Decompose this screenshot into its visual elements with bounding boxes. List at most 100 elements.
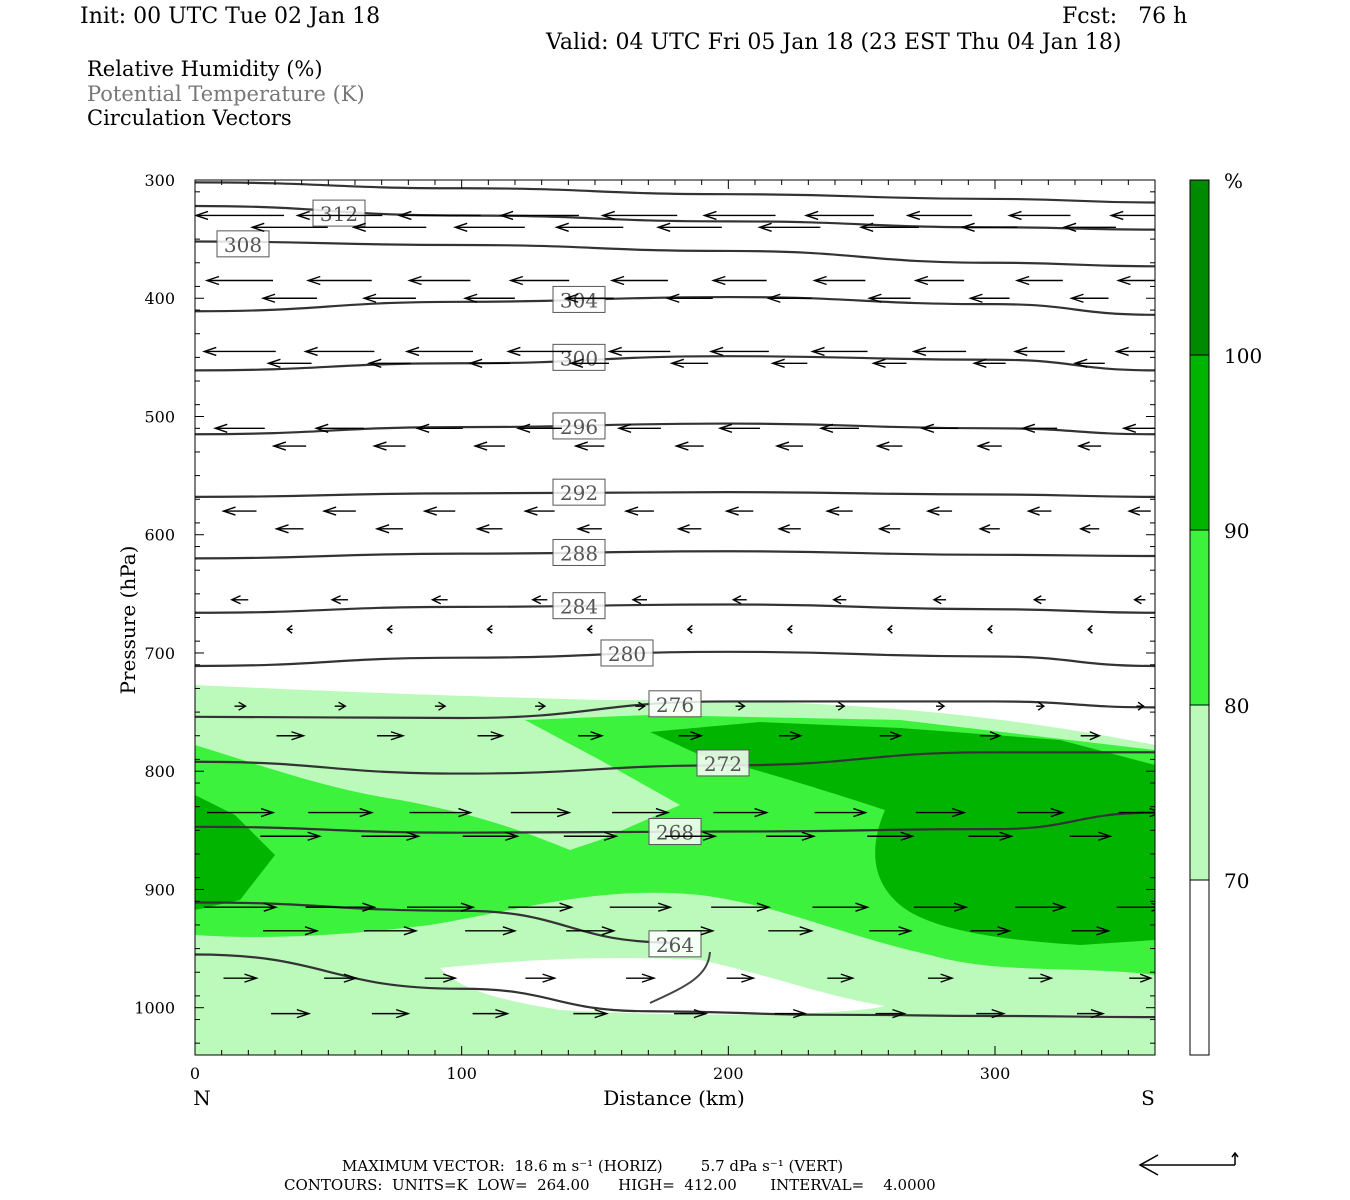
vector-arrowhead — [274, 524, 289, 534]
vector-arrowhead — [1032, 595, 1042, 605]
vector-arrowhead — [594, 1008, 609, 1019]
vector-arrowhead — [230, 595, 241, 605]
vector-arrowhead — [875, 441, 890, 451]
vector-arrowhead — [202, 346, 217, 357]
vector-arrowhead — [953, 902, 969, 912]
theta-contour-label: 288 — [552, 538, 606, 566]
vector-arrowhead — [976, 441, 990, 451]
rh-fill-90-left — [195, 795, 275, 910]
vector-arrowhead — [586, 624, 593, 634]
vector-arrowhead — [498, 210, 514, 221]
vector-arrowhead — [306, 275, 321, 286]
vector-arrowhead — [467, 358, 483, 368]
vector-arrowhead — [777, 524, 790, 534]
theta-contour-label: 276 — [648, 690, 702, 718]
vector-arrowhead — [989, 731, 1002, 741]
vector-arrowhead — [601, 926, 617, 936]
vector-arrowhead — [458, 807, 473, 818]
vector-arrowhead — [1127, 506, 1141, 516]
vector-arrowhead — [951, 807, 967, 818]
theta-contour-line — [195, 650, 1155, 668]
theta-contour-line — [195, 550, 1155, 560]
y-tick-label: 1000 — [134, 999, 175, 1018]
vector-arrowhead — [731, 595, 742, 605]
vector-arrowhead — [531, 595, 542, 605]
vector-arrowhead — [792, 1008, 808, 1019]
svg-text:312: 312 — [320, 202, 358, 226]
theta-contour-line — [195, 355, 1155, 372]
vector-arrowhead — [472, 441, 488, 451]
vector-arrowhead — [538, 701, 547, 711]
y-tick-label: 400 — [144, 289, 175, 308]
vector-arrowhead — [812, 275, 827, 286]
vector-arrowhead — [590, 731, 605, 741]
vector-arrowhead — [367, 358, 382, 368]
vector-arrowhead — [623, 506, 639, 516]
theta-contour-label: 268 — [648, 818, 702, 846]
vector-arrowhead — [603, 831, 619, 841]
vector-arrowhead — [655, 807, 671, 818]
vector-arrowhead — [430, 595, 442, 605]
vector-arrowhead — [840, 973, 855, 983]
vector-arrowhead — [1098, 831, 1113, 841]
vector-arrowhead — [573, 441, 588, 451]
vector-arrowhead — [221, 506, 236, 516]
vector-arrowhead — [386, 624, 393, 634]
vector-arrowhead — [658, 902, 673, 912]
vector-arrowhead — [858, 222, 874, 232]
vector-arrowhead — [1116, 275, 1131, 286]
theta-contour-label: 272 — [696, 749, 750, 777]
vector-arrowhead — [490, 731, 505, 741]
vector-arrowhead — [307, 831, 322, 841]
vector-arrowhead — [330, 595, 341, 605]
x-tick-label: 100 — [446, 1064, 477, 1083]
vector-arrowhead — [855, 902, 870, 912]
vector-arrowhead — [523, 506, 538, 516]
vector-arrowhead — [343, 973, 359, 983]
vector-arrowhead — [825, 506, 840, 516]
vector-arrowhead — [799, 926, 814, 936]
vector-arrowhead — [717, 423, 733, 433]
vector-arrowhead — [542, 973, 557, 983]
vector-arrowhead — [638, 701, 646, 711]
vector-arrowhead — [286, 624, 293, 634]
vector-arrowhead — [508, 275, 524, 286]
vector-arrowhead — [338, 701, 347, 711]
vector-arrowhead — [361, 293, 377, 303]
vector-arrowhead — [774, 441, 790, 451]
vector-arrowhead — [1090, 1008, 1106, 1019]
vector-arrowhead — [395, 1008, 411, 1019]
y-tick-label: 300 — [144, 171, 175, 190]
vector-arrowhead — [693, 1008, 709, 1019]
vector-arrowhead — [1133, 595, 1142, 605]
vector-arrowhead — [925, 506, 940, 516]
vector-arrowhead — [486, 624, 493, 634]
vector-arrowhead — [999, 831, 1014, 841]
vector-arrowhead — [1114, 346, 1129, 357]
vector-arrowhead — [559, 902, 574, 912]
vector-arrowhead — [932, 595, 942, 605]
x-tick-label: 300 — [980, 1064, 1011, 1083]
vector-arrowhead — [665, 293, 680, 303]
vector-arrowhead — [690, 731, 704, 741]
theta-contour-line — [195, 181, 1155, 204]
svg-text:264: 264 — [656, 933, 694, 957]
colorbar-frame — [1189, 179, 1210, 1056]
svg-text:276: 276 — [656, 693, 694, 717]
vector-arrowhead — [756, 902, 772, 912]
vector-arrowhead — [374, 524, 390, 534]
vector-arrowhead — [1096, 926, 1111, 936]
vector-arrowhead — [563, 293, 579, 303]
vector-arrowhead — [460, 902, 476, 912]
vector-arrowhead — [404, 346, 420, 357]
legend-theta: Potential Temperature (K) — [87, 82, 365, 106]
vector-arrowhead — [462, 293, 478, 303]
colorbar-seg-70 — [1190, 705, 1209, 880]
vector-arrowhead — [1013, 346, 1028, 357]
theta-contour-label: 312 — [312, 199, 366, 227]
theta-contour-line — [195, 240, 1155, 268]
vector-arrowhead — [978, 524, 991, 534]
vector-arrowhead — [609, 275, 625, 286]
vector-arrowhead — [1087, 624, 1093, 634]
